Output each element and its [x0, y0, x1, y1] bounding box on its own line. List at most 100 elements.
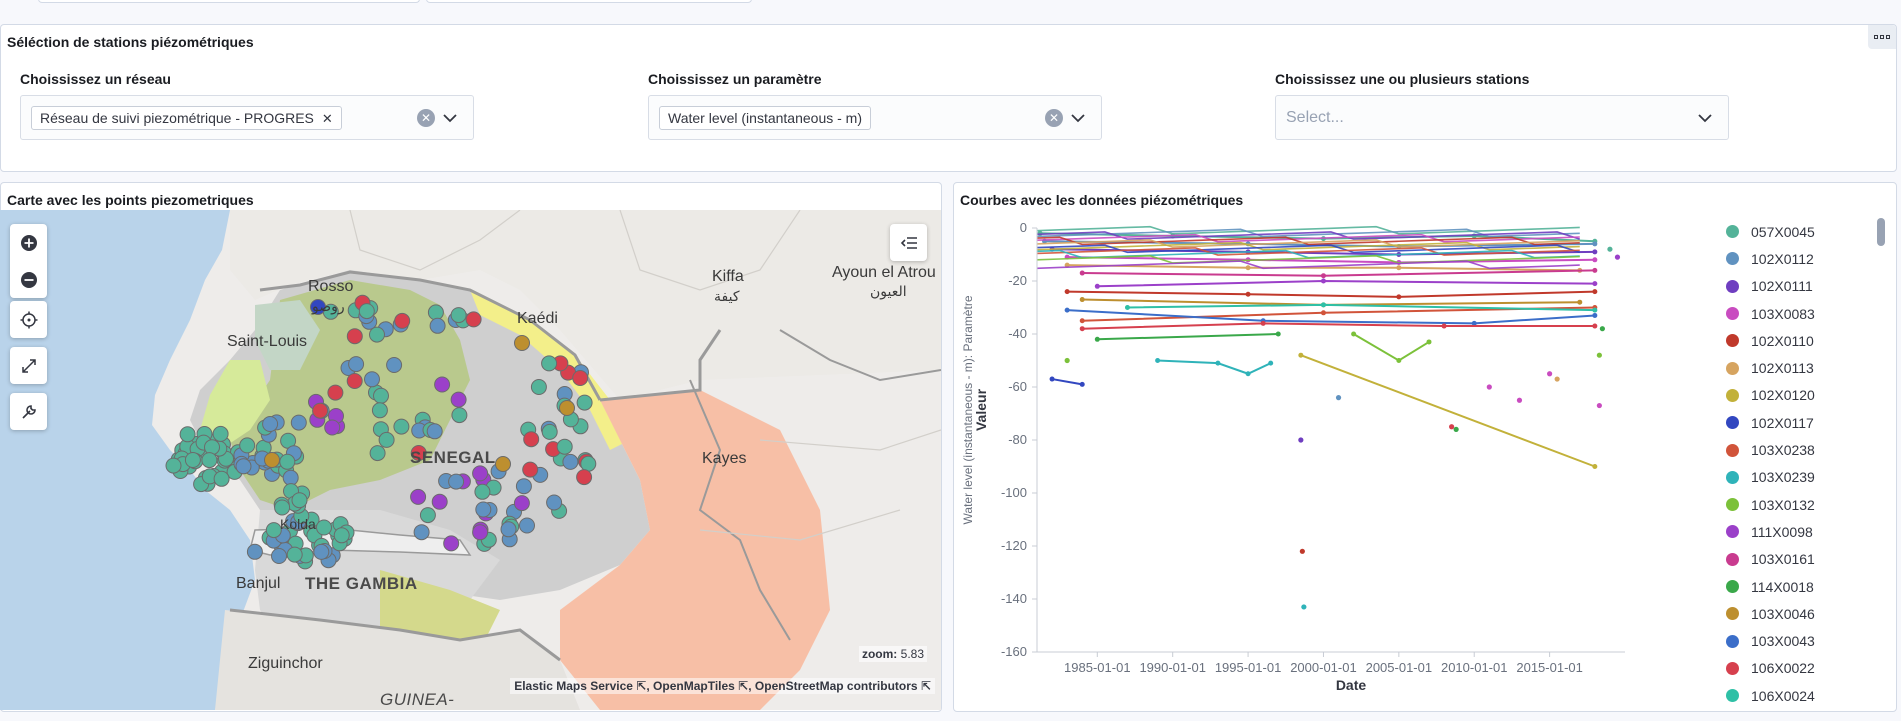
legend-label: 106X0022	[1751, 660, 1815, 677]
expand-icon	[21, 358, 36, 373]
series-point	[1592, 249, 1598, 255]
legend-dot-icon	[1726, 470, 1739, 484]
station-point	[465, 311, 482, 328]
legend-item[interactable]: 103X0083	[1724, 300, 1884, 327]
legend-item[interactable]: 102X0110	[1724, 327, 1884, 354]
chart-legend: 057X0045 102X0112 102X0111 103X0083 102X0110…	[1724, 218, 1884, 708]
y-tick-label: -60	[1008, 379, 1027, 394]
station-point	[500, 521, 517, 538]
series-point	[1396, 265, 1402, 271]
chevron-down-icon[interactable]	[1698, 111, 1712, 125]
line-chart[interactable]: 0 -20 -40 -60 -80 -100 -120 -140 -160 1985-01-01 1…	[955, 210, 1715, 710]
attribution-link[interactable]: Elastic Maps Service	[514, 679, 633, 693]
legend-label: 103X0161	[1751, 551, 1815, 568]
legend-item[interactable]: 103X0238	[1724, 436, 1884, 463]
legend-item[interactable]: 102X0112	[1724, 245, 1884, 272]
zoom-in-button[interactable]	[10, 224, 47, 261]
legend-label: 102X0112	[1751, 250, 1814, 267]
legend-dot-icon	[1726, 416, 1739, 430]
scatter-point	[1599, 326, 1605, 332]
locate-button[interactable]	[10, 301, 47, 338]
layer-legend-toggle-button[interactable]	[890, 224, 927, 261]
series-line	[1097, 333, 1279, 341]
chevron-down-icon[interactable]	[443, 111, 457, 125]
legend-item[interactable]: 103X0046	[1724, 600, 1884, 627]
panel-options-button[interactable]	[1868, 25, 1896, 49]
x-axis-title: Date	[1336, 677, 1367, 693]
network-combobox[interactable]: Réseau de suivi piezométrique - PROGRES ✕…	[20, 95, 474, 140]
collapsed-control-right[interactable]	[426, 0, 752, 3]
legend-item[interactable]: 106X0022	[1724, 655, 1884, 682]
attribution-link[interactable]: OpenMapTiles	[653, 679, 735, 693]
series-point	[1079, 381, 1085, 387]
legend-item[interactable]: 102X0111	[1724, 273, 1884, 300]
legend-item[interactable]: 106X0024	[1724, 682, 1884, 708]
series-point	[1079, 318, 1085, 324]
station-point	[523, 431, 540, 448]
scatter-point	[1596, 352, 1602, 358]
station-point	[201, 452, 218, 469]
station-point	[282, 469, 299, 486]
top-strip	[0, 0, 1901, 18]
clear-parameter-icon[interactable]: ✕	[1045, 109, 1063, 127]
zoom-out-button[interactable]	[10, 261, 47, 298]
legend-dot-icon	[1726, 634, 1739, 648]
station-point	[546, 494, 563, 511]
remove-network-icon[interactable]: ✕	[321, 111, 333, 126]
series-point	[1592, 312, 1598, 318]
chart-panel: Courbes avec les données piézométriques	[953, 182, 1897, 712]
stations-combobox[interactable]: Select...	[1275, 95, 1729, 140]
station-point	[562, 453, 579, 470]
station-point	[239, 437, 256, 454]
map-canvas[interactable]: Rosso روصو Saint-Louis Kaédi Kiffa كيفة …	[0, 210, 941, 710]
legend-label: 103X0239	[1751, 469, 1815, 486]
legend-dot-icon	[1726, 388, 1739, 402]
zoom-controls	[10, 224, 47, 298]
legend-item[interactable]: 102X0113	[1724, 354, 1884, 381]
scatter-point	[1596, 402, 1602, 409]
series-line	[1067, 309, 1595, 325]
series-line	[1300, 354, 1596, 468]
series-point	[1094, 283, 1100, 289]
station-point	[358, 303, 375, 320]
station-point	[286, 546, 303, 563]
map-place-label: Ziguinchor	[248, 655, 323, 672]
station-point	[472, 524, 489, 541]
collapsed-control-left[interactable]	[38, 0, 420, 3]
series-point	[1320, 310, 1326, 316]
scatter-point	[1298, 437, 1304, 443]
tools-button[interactable]	[10, 393, 47, 430]
parameter-combobox[interactable]: Water level (instantaneous - m) ✕	[648, 95, 1102, 140]
station-point	[262, 416, 279, 432]
legend-item[interactable]: 103X0161	[1724, 546, 1884, 573]
legend-dot-icon	[1726, 525, 1739, 539]
chevron-down-icon[interactable]	[1071, 111, 1085, 125]
legend-dot-icon	[1726, 552, 1739, 566]
series-point	[1592, 281, 1598, 287]
series-point	[1592, 307, 1598, 313]
legend-item[interactable]: 114X0018	[1724, 573, 1884, 600]
fit-to-data-button[interactable]	[10, 347, 47, 384]
y-tick-label: -40	[1008, 326, 1027, 341]
station-point	[179, 426, 196, 443]
station-point	[264, 452, 280, 468]
clear-network-icon[interactable]: ✕	[417, 109, 435, 127]
legend-item[interactable]: 103X0239	[1724, 464, 1884, 491]
attribution-link[interactable]: OpenStreetMap contributors	[754, 679, 918, 693]
legend-scrollbar[interactable]	[1877, 218, 1885, 246]
parameter-selected-value: Water level (instantaneous - m)	[668, 110, 862, 126]
map-panel-title: Carte avec les points piezometriques	[7, 192, 254, 208]
legend-item[interactable]: 102X0117	[1724, 409, 1884, 436]
station-point	[413, 524, 430, 541]
legend-item[interactable]: 103X0132	[1724, 491, 1884, 518]
legend-item[interactable]: 111X0098	[1724, 518, 1884, 545]
legend-item[interactable]: 057X0045	[1724, 218, 1884, 245]
wrench-icon	[21, 404, 36, 419]
map-country-label: GUINEA-	[380, 690, 455, 709]
station-points-layer[interactable]	[0, 210, 941, 710]
station-point	[541, 423, 558, 440]
series-point	[1275, 331, 1281, 337]
legend-item[interactable]: 103X0043	[1724, 627, 1884, 654]
station-point	[324, 419, 341, 436]
legend-item[interactable]: 102X0120	[1724, 382, 1884, 409]
